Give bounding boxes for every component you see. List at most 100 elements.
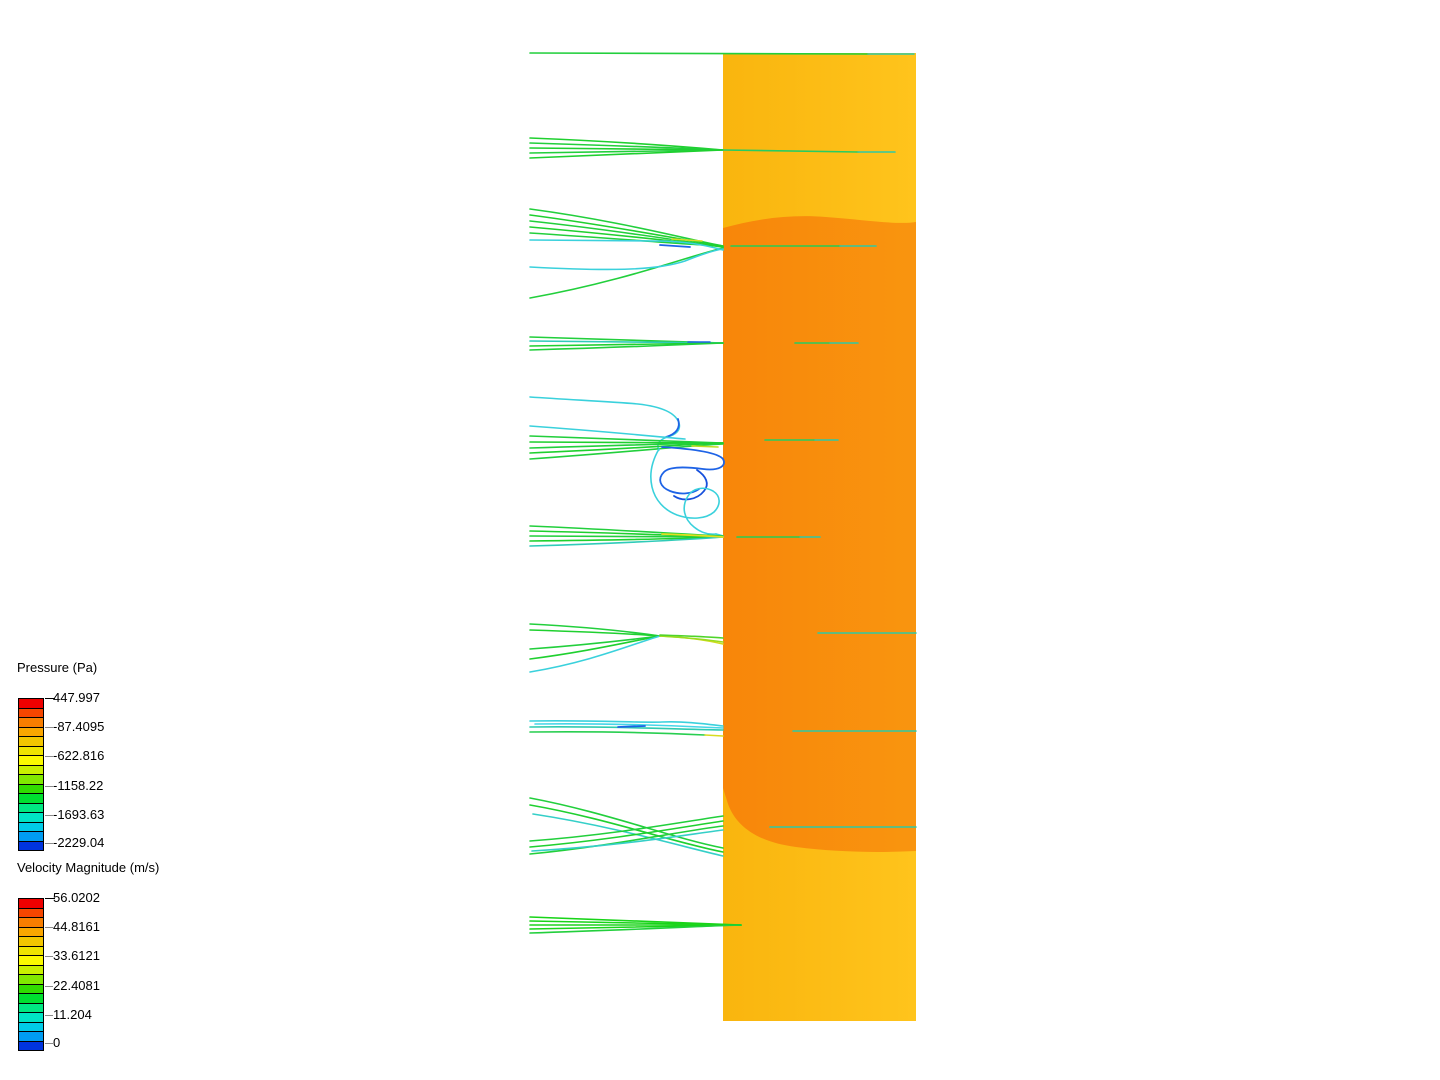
streamline [531,829,724,852]
tick-mark [45,1015,53,1016]
tick-mark [45,956,53,957]
streamline [529,825,724,855]
colorbar-band [19,1040,43,1050]
streamline [529,820,724,848]
colorbar-band [19,899,43,908]
colorbar-band [19,831,43,841]
streamline [665,418,680,438]
tick-label: 22.4081 [53,978,100,993]
surface-wake-orange [723,216,916,852]
streamline [661,533,724,538]
streamline [673,469,708,501]
tick-mark [45,1043,53,1044]
streamline [529,797,724,849]
streamline [534,723,724,729]
tick-mark [45,756,53,757]
colorbar-band [19,945,43,955]
tick-mark [45,843,53,844]
colorbar-band [19,717,43,727]
colorbar-band [19,993,43,1003]
colorbar-band [19,699,43,708]
tick-label: -1693.63 [53,807,105,822]
colorbar-band [19,1002,43,1012]
colorbar-band [19,974,43,984]
streamline [529,442,724,454]
colorbar-band [19,793,43,803]
streamline [659,634,724,639]
tick-mark [45,727,53,728]
velocity-legend-title: Velocity Magnitude (m/s) [17,860,160,875]
colorbar-band [19,707,43,717]
streamline [659,446,725,495]
streamline [529,635,661,673]
colorbar-band [19,745,43,755]
colorbar-band [19,907,43,917]
tick-label: 44.8161 [53,919,100,934]
colorbar-band [19,1031,43,1041]
tick-label: -622.816 [53,748,105,763]
pressure-legend-title: Pressure (Pa) [17,660,98,675]
colorbar-band [19,726,43,736]
colorbar-band [19,917,43,927]
tick-label: -87.4095 [53,719,105,734]
colorbar-band [19,840,43,850]
streamline [529,635,661,660]
tick-label: 447.997 [53,690,100,705]
streamline [529,239,724,251]
tick-mark [45,815,53,816]
streamline [529,719,724,727]
streamline [650,448,720,535]
pressure-colorbar [18,698,44,851]
colorbar-band [19,983,43,993]
streamline [722,149,859,153]
streamline [529,147,724,151]
streamline [671,238,703,242]
streamline [529,342,724,351]
streamline [529,815,724,842]
streamline [529,629,661,637]
streamline [529,149,724,159]
streamline [617,725,646,728]
colorbar-band [19,926,43,936]
colorbar-band [19,936,43,946]
colorbar-band [19,755,43,765]
tick-mark [45,898,55,899]
tick-mark [45,698,55,699]
streamline [532,813,724,857]
streamline [659,635,724,643]
colorbar-band [19,964,43,974]
streamline [529,924,742,934]
tick-label: 56.0202 [53,890,100,905]
tick-label: 0 [53,1035,61,1050]
streamline [529,443,724,460]
streamline [529,226,724,248]
velocity-colorbar [18,898,44,1051]
tick-mark [45,927,53,928]
colorbar-band [19,736,43,746]
streamline [529,536,724,547]
tick-label: 11.204 [53,1007,92,1022]
colorbar-band [19,821,43,831]
streamline [529,730,706,736]
tick-label: -1158.22 [53,778,104,793]
streamline [529,248,724,271]
colorbar-band [19,955,43,965]
streamline [529,535,724,538]
tick-mark [45,786,53,787]
colorbar-band [19,783,43,793]
colorbar-band [19,802,43,812]
streamline [529,247,724,299]
colorbar-band [19,764,43,774]
streamline [529,214,724,247]
streamline [704,734,724,737]
colorbar-band [19,774,43,784]
streamline [529,396,681,438]
colorbar-band [19,1021,43,1031]
tick-mark [45,986,53,987]
streamline [691,445,719,448]
streamline [529,425,686,440]
tick-label: 33.6121 [53,948,100,963]
colorbar-band [19,812,43,822]
